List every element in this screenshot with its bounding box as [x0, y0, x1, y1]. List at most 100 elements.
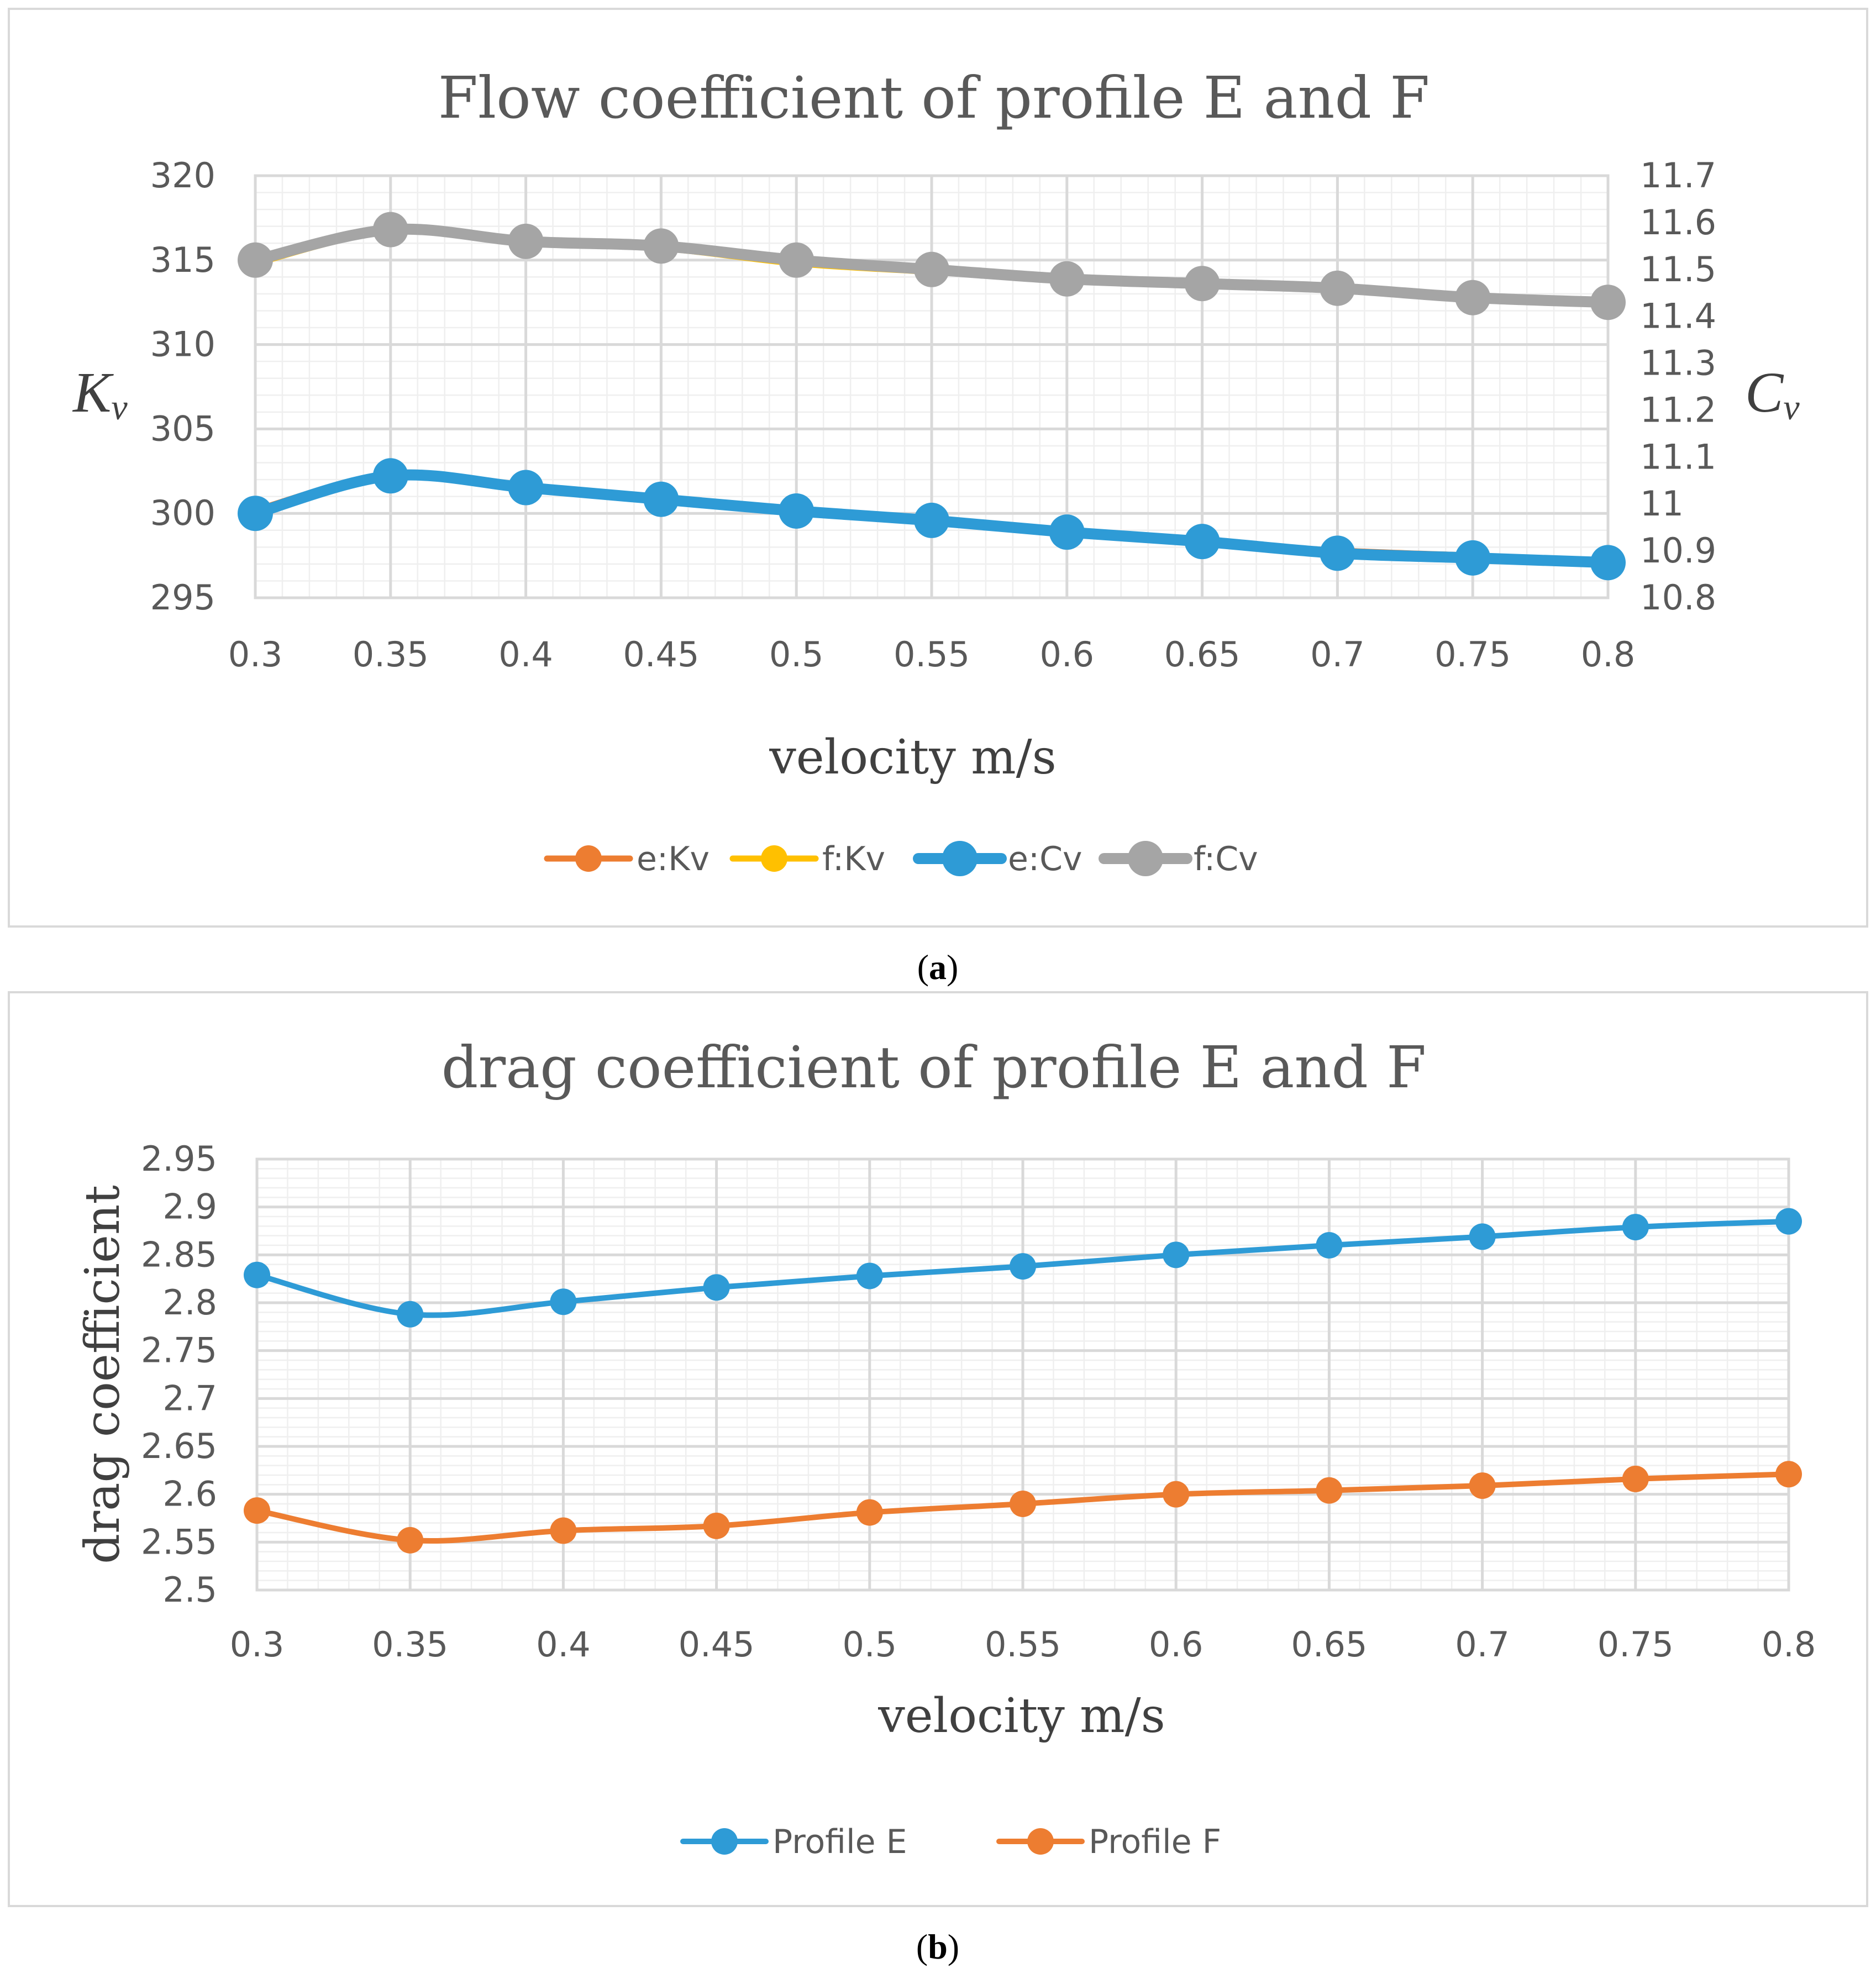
data-point-profile-f — [703, 1512, 730, 1539]
x-tick-label: 0.5 — [842, 1624, 897, 1665]
data-point-e-cv — [1184, 524, 1220, 560]
y-tick-label: 2.9 — [162, 1187, 217, 1227]
x-tick-label: 0.8 — [1581, 634, 1636, 675]
data-point-profile-e — [1316, 1232, 1343, 1259]
data-point-f-cv — [1049, 261, 1085, 297]
data-point-e-cv — [1455, 540, 1491, 576]
y-tick-label: 2.8 — [162, 1282, 217, 1323]
data-point-f-cv — [508, 223, 544, 259]
data-point-f-cv — [1455, 280, 1491, 315]
x-tick-label: 0.4 — [498, 634, 553, 675]
chart-b-y-ticks: 2.5 2.55 2.6 2.65 2.7 2.75 2.8 2.85 2.9 2.95 — [141, 1139, 217, 1610]
data-point-e-cv — [1590, 545, 1626, 581]
y-tick-label: 2.55 — [141, 1522, 217, 1562]
y-tick-label: 305 — [150, 408, 216, 449]
data-point-profile-f — [1622, 1465, 1649, 1492]
data-point-profile-e — [1622, 1214, 1649, 1241]
caption-b: (b) — [916, 1927, 959, 1966]
y2-tick-label: 11.7 — [1640, 155, 1716, 196]
data-point-e-cv — [1320, 535, 1355, 571]
data-point-profile-f — [1469, 1472, 1496, 1499]
legend-swatch-marker — [711, 1828, 738, 1855]
data-point-e-cv — [1049, 514, 1085, 550]
chart-b-x-axis-title: velocity m/s — [877, 1688, 1165, 1744]
chart-a-y-axis-title: Kv — [72, 361, 128, 428]
data-point-profile-f — [1316, 1477, 1343, 1504]
legend-swatch-marker — [575, 845, 602, 872]
x-tick-label: 0.65 — [1291, 1624, 1367, 1665]
data-point-profile-f — [550, 1517, 577, 1544]
y2-tick-label: 11.2 — [1640, 389, 1716, 430]
series-f-cv — [238, 212, 1626, 320]
chart-a-x-axis-title: velocity m/s — [769, 730, 1057, 785]
chart-a-series — [238, 212, 1626, 581]
data-point-f-cv — [1184, 266, 1220, 302]
y-tick-label: 2.85 — [141, 1234, 217, 1275]
y-tick-label: 310 — [150, 324, 216, 365]
legend-label: e:Kv — [637, 840, 710, 878]
legend-item-e-cv: e:Cv — [913, 840, 1082, 878]
y-tick-label: 320 — [150, 155, 216, 196]
data-point-e-cv — [779, 493, 814, 529]
x-tick-label: 0.55 — [894, 634, 970, 675]
plot-area — [255, 1157, 1790, 1592]
chart-b-title: drag coefficient of profile E and F — [442, 1034, 1426, 1101]
legend-item-f-kv: f:Kv — [729, 840, 885, 878]
data-point-profile-f — [1775, 1461, 1802, 1488]
data-point-profile-f — [397, 1526, 424, 1554]
x-tick-label: 0.35 — [353, 634, 429, 675]
data-point-e-cv — [643, 481, 679, 517]
chart-a: Flow coefficient of profile E and F 295 3… — [8, 8, 1868, 928]
y2-tick-label: 11.6 — [1640, 202, 1716, 243]
data-point-profile-e — [1469, 1223, 1496, 1250]
data-point-profile-e — [550, 1288, 577, 1315]
plot-area — [254, 174, 1610, 599]
y-tick-label: 2.5 — [162, 1570, 217, 1610]
legend-label: f:Kv — [822, 840, 885, 878]
chart-a-legend: e:Kv f:Kv e:Cv f:Cv — [544, 840, 1258, 878]
legend-item-profile-e: Profile E — [680, 1823, 907, 1861]
chart-a-title: Flow coefficient of profile E and F — [438, 64, 1430, 131]
y2-tick-label: 10.9 — [1640, 530, 1716, 571]
data-point-profile-e — [856, 1262, 883, 1289]
legend-swatch-marker — [1027, 1828, 1054, 1855]
chart-a-x-ticks: 0.3 0.35 0.4 0.45 0.5 0.55 0.6 0.65 0.7 0.75 0.8 — [228, 634, 1636, 675]
y2-tick-label: 10.8 — [1640, 577, 1716, 618]
x-tick-label: 0.5 — [769, 634, 824, 675]
data-point-profile-e — [1163, 1241, 1190, 1268]
x-tick-label: 0.7 — [1455, 1624, 1510, 1665]
x-tick-label: 0.75 — [1434, 634, 1511, 675]
data-point-e-cv — [914, 502, 949, 538]
y2-tick-label: 11.5 — [1640, 249, 1716, 289]
data-point-profile-e — [244, 1261, 270, 1288]
data-point-profile-f — [244, 1497, 270, 1524]
y-tick-label: 2.65 — [141, 1426, 217, 1466]
chart-a-frame — [8, 8, 1868, 928]
data-point-f-cv — [1320, 270, 1355, 306]
chart-b-series — [244, 1208, 1802, 1554]
data-point-f-cv — [372, 212, 408, 248]
x-tick-label: 0.45 — [679, 1624, 755, 1665]
x-tick-label: 0.55 — [985, 1624, 1061, 1665]
y-tick-label: 2.6 — [162, 1474, 217, 1514]
chart-b-x-ticks: 0.3 0.35 0.4 0.45 0.5 0.55 0.6 0.65 0.7 0.75 0.8 — [230, 1624, 1816, 1665]
legend-swatch-marker — [1128, 841, 1163, 876]
x-tick-label: 0.6 — [1149, 1624, 1204, 1665]
data-point-e-cv — [372, 458, 408, 494]
series-e-cv — [238, 458, 1626, 581]
y2-tick-label: 11.1 — [1640, 436, 1716, 477]
series-profile-e — [244, 1208, 1802, 1328]
y-tick-label: 295 — [150, 577, 216, 618]
data-point-e-cv — [508, 470, 544, 506]
x-tick-label: 0.35 — [372, 1624, 448, 1665]
legend-item-e-kv: e:Kv — [544, 840, 710, 878]
y-tick-label: 2.75 — [141, 1330, 217, 1371]
caption-a: (a) — [917, 947, 959, 987]
x-tick-label: 0.3 — [230, 1624, 285, 1665]
data-point-profile-f — [856, 1499, 883, 1526]
y-tick-label: 2.7 — [162, 1378, 217, 1418]
y2-tick-label: 11.4 — [1640, 296, 1716, 336]
data-point-profile-e — [703, 1274, 730, 1301]
y-tick-label: 2.95 — [141, 1139, 217, 1179]
chart-a-y2-ticks: 10.8 10.9 11 11.1 11.2 11.3 11.4 11.5 11.6 11.7 — [1640, 155, 1716, 618]
